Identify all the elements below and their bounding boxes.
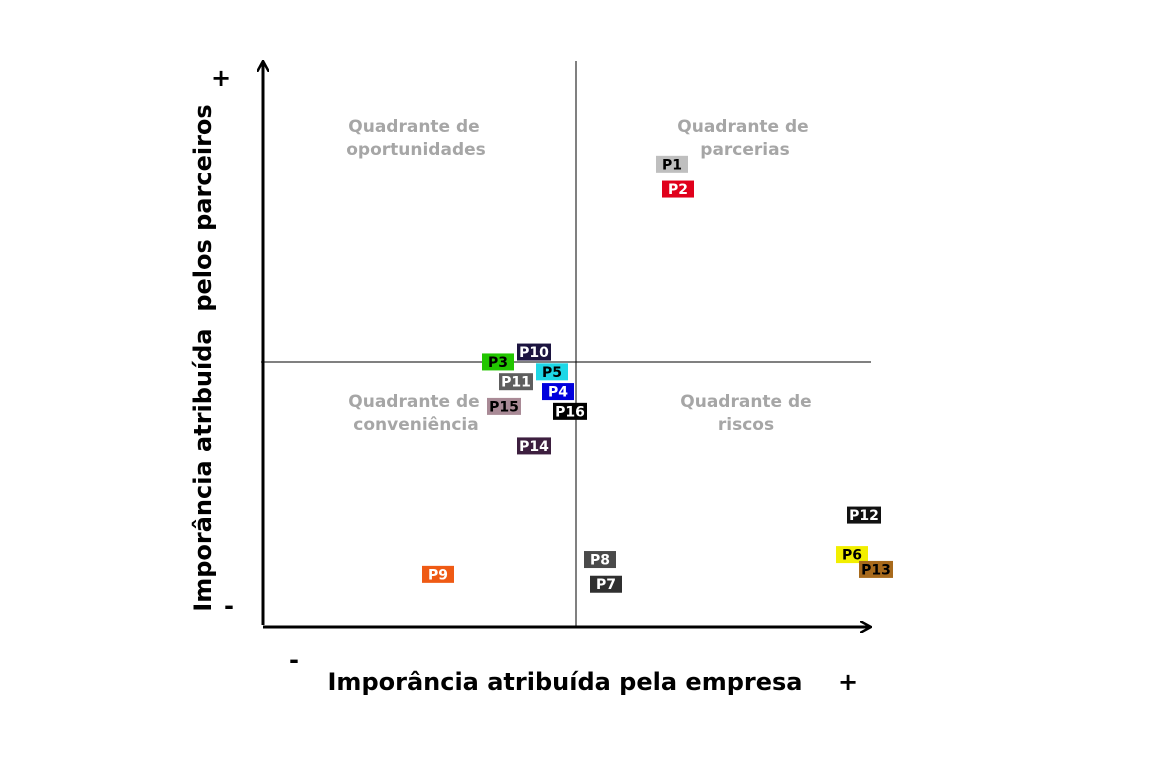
point-marker bbox=[553, 402, 587, 420]
point-marker bbox=[517, 437, 551, 455]
point-marker bbox=[482, 353, 514, 371]
point-p14: P14 bbox=[517, 437, 551, 455]
point-p13: P13 bbox=[859, 560, 893, 578]
quadrant-label-line: Quadrante de bbox=[677, 117, 808, 137]
y-axis-min-sign: - bbox=[224, 592, 234, 620]
quadrant-label-line: Quadrante de bbox=[680, 392, 811, 412]
x-axis-title: Imporância atribuída pela empresa bbox=[328, 668, 803, 696]
point-p2: P2 bbox=[662, 180, 694, 198]
quadrant-label-line: conveniência bbox=[353, 415, 478, 435]
point-label: P7 bbox=[596, 577, 616, 593]
point-p12: P12 bbox=[847, 506, 881, 524]
point-label: P16 bbox=[555, 404, 585, 420]
point-label: P9 bbox=[428, 567, 448, 583]
point-marker bbox=[499, 373, 533, 391]
data-points: P1 P2 P3 P4 P5 P6 P7 P8 P9 P10 P11 P12 P13 P14 P15 P16 bbox=[422, 155, 893, 593]
point-marker bbox=[487, 397, 521, 415]
point-p15: P15 bbox=[487, 397, 521, 415]
point-p4: P4 bbox=[542, 383, 574, 401]
quadrant-label-line: riscos bbox=[718, 415, 774, 435]
point-p10: P10 bbox=[517, 343, 551, 361]
point-marker bbox=[656, 155, 688, 173]
point-marker bbox=[536, 363, 568, 381]
y-axis-title: Imporância atribuída pelos parceiros bbox=[189, 104, 217, 611]
point-marker bbox=[542, 383, 574, 401]
point-label: P4 bbox=[548, 385, 568, 401]
quadrant-label-line: Quadrante de bbox=[348, 392, 479, 412]
x-axis-min-sign: - bbox=[289, 646, 299, 674]
point-p8: P8 bbox=[584, 551, 616, 569]
point-p3: P3 bbox=[482, 353, 514, 371]
point-label: P12 bbox=[849, 508, 879, 524]
point-label: P5 bbox=[542, 365, 562, 381]
point-label: P6 bbox=[842, 548, 862, 564]
quadrant-label-line: oportunidades bbox=[346, 140, 486, 160]
point-p5: P5 bbox=[536, 363, 568, 381]
point-marker bbox=[590, 575, 622, 593]
point-label: P13 bbox=[861, 562, 891, 578]
point-label: P3 bbox=[488, 355, 508, 371]
quadrant-label-line: Quadrante de bbox=[348, 117, 479, 137]
point-label: P1 bbox=[662, 157, 682, 173]
x-axis-max-sign: + bbox=[838, 668, 858, 696]
point-marker bbox=[584, 551, 616, 569]
point-marker bbox=[662, 180, 694, 198]
quadrant-label-opportunities: Quadrante de oportunidades bbox=[346, 117, 486, 160]
point-marker bbox=[422, 565, 454, 583]
point-label: P2 bbox=[668, 182, 688, 198]
point-label: P14 bbox=[519, 439, 549, 455]
y-axis-max-sign: + bbox=[211, 64, 231, 92]
point-p11: P11 bbox=[499, 373, 533, 391]
quadrant-label-risks: Quadrante de riscos bbox=[680, 392, 811, 435]
point-marker bbox=[847, 506, 881, 524]
point-label: P15 bbox=[489, 399, 519, 415]
quadrant-label-line: parcerias bbox=[700, 140, 789, 160]
quadrant-label-convenience: Quadrante de conveniência bbox=[348, 392, 479, 435]
point-p7: P7 bbox=[590, 575, 622, 593]
point-p1: P1 bbox=[656, 155, 688, 173]
point-marker bbox=[859, 560, 893, 578]
quadrant-label-partnerships: Quadrante de parcerias bbox=[677, 117, 808, 160]
point-label: P10 bbox=[519, 345, 549, 361]
point-marker bbox=[517, 343, 551, 361]
point-p16: P16 bbox=[553, 402, 587, 420]
point-label: P11 bbox=[501, 375, 531, 391]
point-label: P8 bbox=[590, 553, 610, 569]
point-p9: P9 bbox=[422, 565, 454, 583]
point-p6: P6 bbox=[836, 546, 868, 564]
point-marker bbox=[836, 546, 868, 564]
